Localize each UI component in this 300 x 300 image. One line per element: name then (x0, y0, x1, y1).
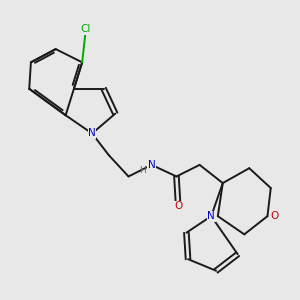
Text: N: N (207, 211, 215, 221)
Text: Cl: Cl (80, 24, 91, 34)
Text: N: N (148, 160, 155, 170)
Text: O: O (270, 211, 278, 221)
Text: O: O (174, 201, 182, 211)
Text: H: H (139, 166, 146, 175)
Text: N: N (88, 128, 96, 139)
